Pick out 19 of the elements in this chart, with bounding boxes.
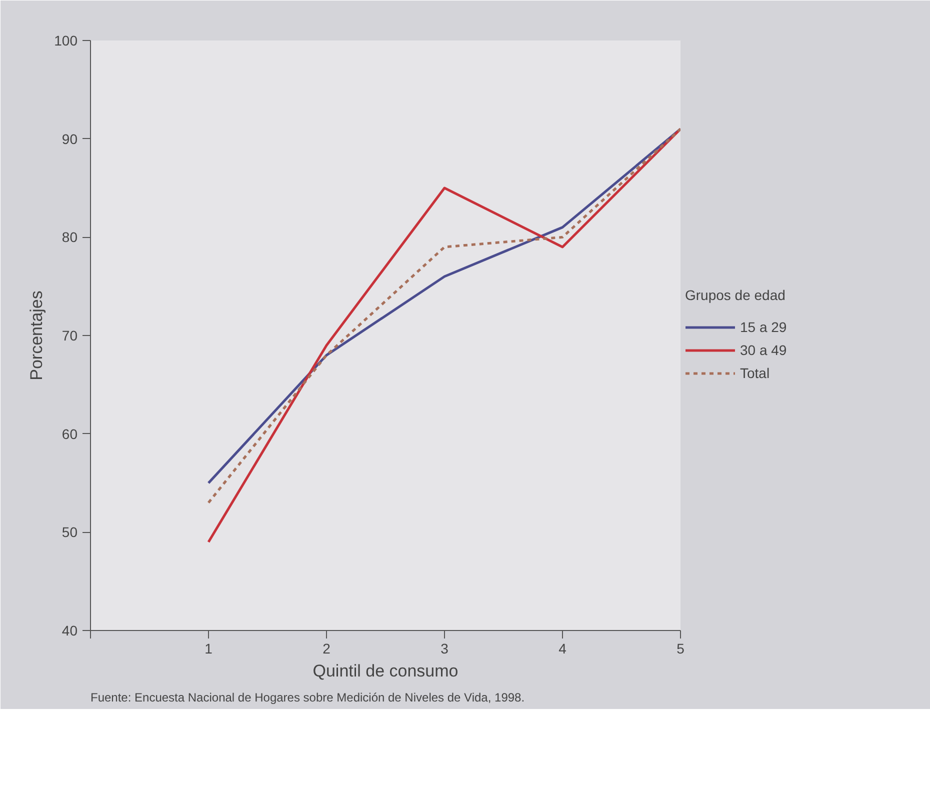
x-tick-label: 4 — [558, 640, 567, 656]
legend-label: Total — [740, 365, 770, 381]
y-tick-label: 70 — [62, 328, 78, 344]
x-axis-title: Quintil de consumo — [312, 662, 458, 680]
x-tick-label: 1 — [204, 640, 213, 656]
y-tick-label: 100 — [54, 32, 78, 48]
source-note: Fuente: Encuesta Nacional de Hogares sobre Medición de Niveles de Vida, 1998. — [90, 690, 525, 704]
x-tick-label: 2 — [322, 640, 331, 656]
y-tick-label: 90 — [62, 130, 78, 147]
legend-label: 30 a 49 — [740, 342, 787, 358]
legend-title: Grupos de edad — [685, 287, 786, 303]
y-axis-title: Porcentajes — [27, 290, 46, 380]
x-tick-label: 3 — [440, 640, 449, 656]
y-tick-label: 50 — [62, 524, 78, 540]
y-tick-label: 80 — [62, 229, 78, 246]
legend-label: 15 a 29 — [740, 319, 787, 335]
x-tick-label: 5 — [676, 640, 685, 656]
y-tick-label: 40 — [62, 622, 78, 638]
y-tick-label: 60 — [62, 426, 78, 442]
